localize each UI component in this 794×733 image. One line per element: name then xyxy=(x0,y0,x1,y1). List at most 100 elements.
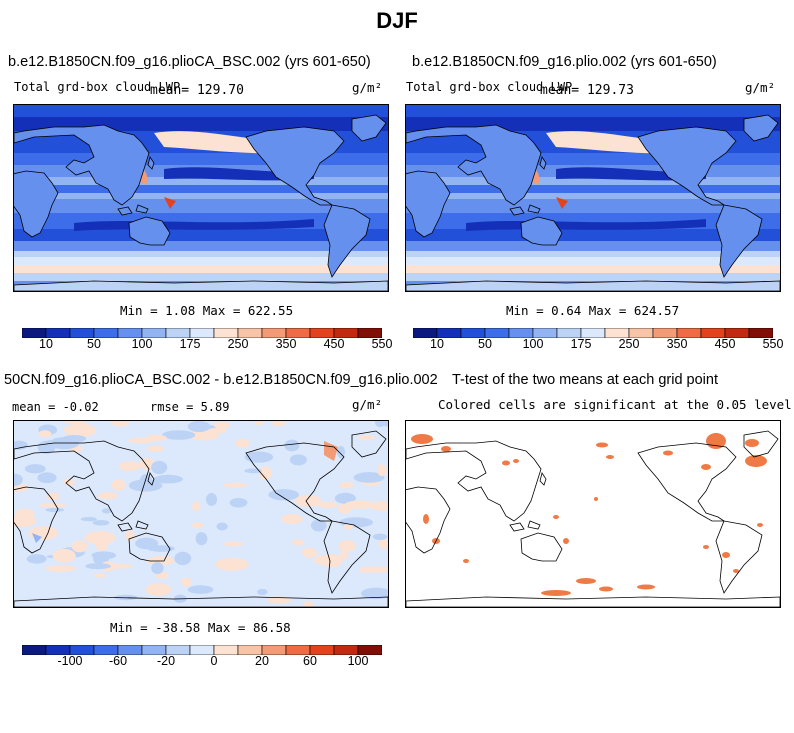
map-cell xyxy=(359,566,388,573)
map-cell xyxy=(151,460,168,475)
map-cell xyxy=(118,461,141,471)
map-cell xyxy=(343,523,354,530)
colorbar-tick-label: 100 xyxy=(522,337,544,351)
map-cell xyxy=(406,177,780,185)
map-cell xyxy=(145,583,172,596)
map-cell xyxy=(97,492,119,500)
map-shape xyxy=(164,197,176,209)
map-cell xyxy=(268,489,300,501)
map-cell xyxy=(14,105,388,117)
panel-3-title: 50CN.f09_g16.plioCA_BSC.002 - b.e12.B185… xyxy=(4,372,438,388)
significant-cell xyxy=(606,455,614,459)
significant-cell xyxy=(423,514,429,524)
significant-cell xyxy=(553,515,559,519)
map-shape xyxy=(509,206,525,216)
colorbar-tick-label: 450 xyxy=(714,337,736,351)
map-cell xyxy=(14,473,23,486)
map-cell xyxy=(344,500,376,509)
map-shape xyxy=(147,472,155,486)
map-cell xyxy=(85,563,112,570)
map-cell xyxy=(205,492,218,506)
colorbar-tick-label: -100 xyxy=(57,654,83,668)
map-cell xyxy=(259,466,272,481)
map-cell xyxy=(191,522,203,529)
map-cell xyxy=(406,251,780,257)
significant-cell xyxy=(733,569,739,573)
significant-cell xyxy=(541,590,571,596)
map-cell xyxy=(180,577,192,587)
colorbar-tick-label: 100 xyxy=(131,337,153,351)
map-cell xyxy=(206,428,227,434)
map-plot xyxy=(406,105,780,291)
map-cell xyxy=(93,573,107,578)
map-shape xyxy=(520,216,563,246)
map-cell xyxy=(377,464,387,477)
panel-3-stats: Min = -38.58 Max = 86.58 xyxy=(110,620,291,635)
map-shape xyxy=(406,596,780,607)
map-cell xyxy=(406,185,780,193)
map-cell xyxy=(14,185,388,193)
map-cell xyxy=(111,479,126,491)
map-cell xyxy=(14,273,388,281)
map-cell xyxy=(406,199,780,213)
map-cell xyxy=(151,562,164,575)
colorbar-tick-label: 350 xyxy=(275,337,297,351)
map-shape xyxy=(135,520,149,530)
map-shape xyxy=(128,216,171,246)
map-cell xyxy=(128,437,155,444)
panel-1-units: g/m² xyxy=(352,80,383,95)
colorbar-tick-label: 175 xyxy=(570,337,592,351)
map-shape xyxy=(406,170,451,238)
colorbar-tick-label: 20 xyxy=(255,654,269,668)
map-shape xyxy=(715,520,763,594)
map-plot xyxy=(14,421,388,607)
map-cell xyxy=(162,430,196,440)
significant-cell xyxy=(576,578,596,584)
map-cell xyxy=(101,508,112,514)
colorbar-tick-label: 550 xyxy=(762,337,784,351)
map-cell xyxy=(215,557,249,571)
panel-4-title: T-test of the two means at each grid poi… xyxy=(452,372,718,388)
map-cell xyxy=(63,421,88,424)
significant-cell xyxy=(563,538,569,544)
map-cell xyxy=(310,519,327,532)
map-shape xyxy=(323,520,371,594)
colorbar-tick-label: 10 xyxy=(430,337,444,351)
map-shape xyxy=(323,204,371,278)
figure-title: DJF xyxy=(376,8,418,33)
map-cell xyxy=(229,498,248,508)
map-shape xyxy=(406,280,780,291)
panel-1-map xyxy=(13,104,389,292)
significant-cell xyxy=(594,497,598,501)
panel-1-mean: mean= 129.70 xyxy=(150,83,244,98)
colorbar-tick-label: 50 xyxy=(478,337,492,351)
map-plot xyxy=(14,105,388,291)
map-shape xyxy=(245,126,345,206)
map-cell xyxy=(14,193,388,199)
map-cell xyxy=(378,538,388,549)
map-cell xyxy=(294,494,322,507)
map-cell xyxy=(110,421,131,427)
significant-cell xyxy=(463,559,469,563)
panel-2-units: g/m² xyxy=(745,80,776,95)
map-cell xyxy=(257,588,268,596)
map-cell xyxy=(135,537,159,550)
significant-cell xyxy=(599,586,613,592)
map-cell xyxy=(14,514,37,528)
map-shape xyxy=(147,156,155,170)
panel-3-map xyxy=(13,420,389,608)
panel-2-mean: mean= 129.73 xyxy=(540,83,634,98)
map-cell xyxy=(284,439,300,452)
map-shape xyxy=(527,204,541,214)
map-cell xyxy=(14,257,388,265)
map-cell xyxy=(38,430,52,438)
map-cell xyxy=(92,519,110,526)
map-cell xyxy=(339,481,354,489)
colorbar-tick-label: -20 xyxy=(156,654,176,668)
map-cell xyxy=(374,421,386,428)
map-shape xyxy=(509,522,525,532)
map-cell xyxy=(28,526,59,540)
significant-cell xyxy=(637,584,655,590)
colorbar-tick-label: 550 xyxy=(371,337,393,351)
panel-2-title: b.e12.B1850CN.f09_g16.plio.002 (yrs 601-… xyxy=(412,54,717,70)
